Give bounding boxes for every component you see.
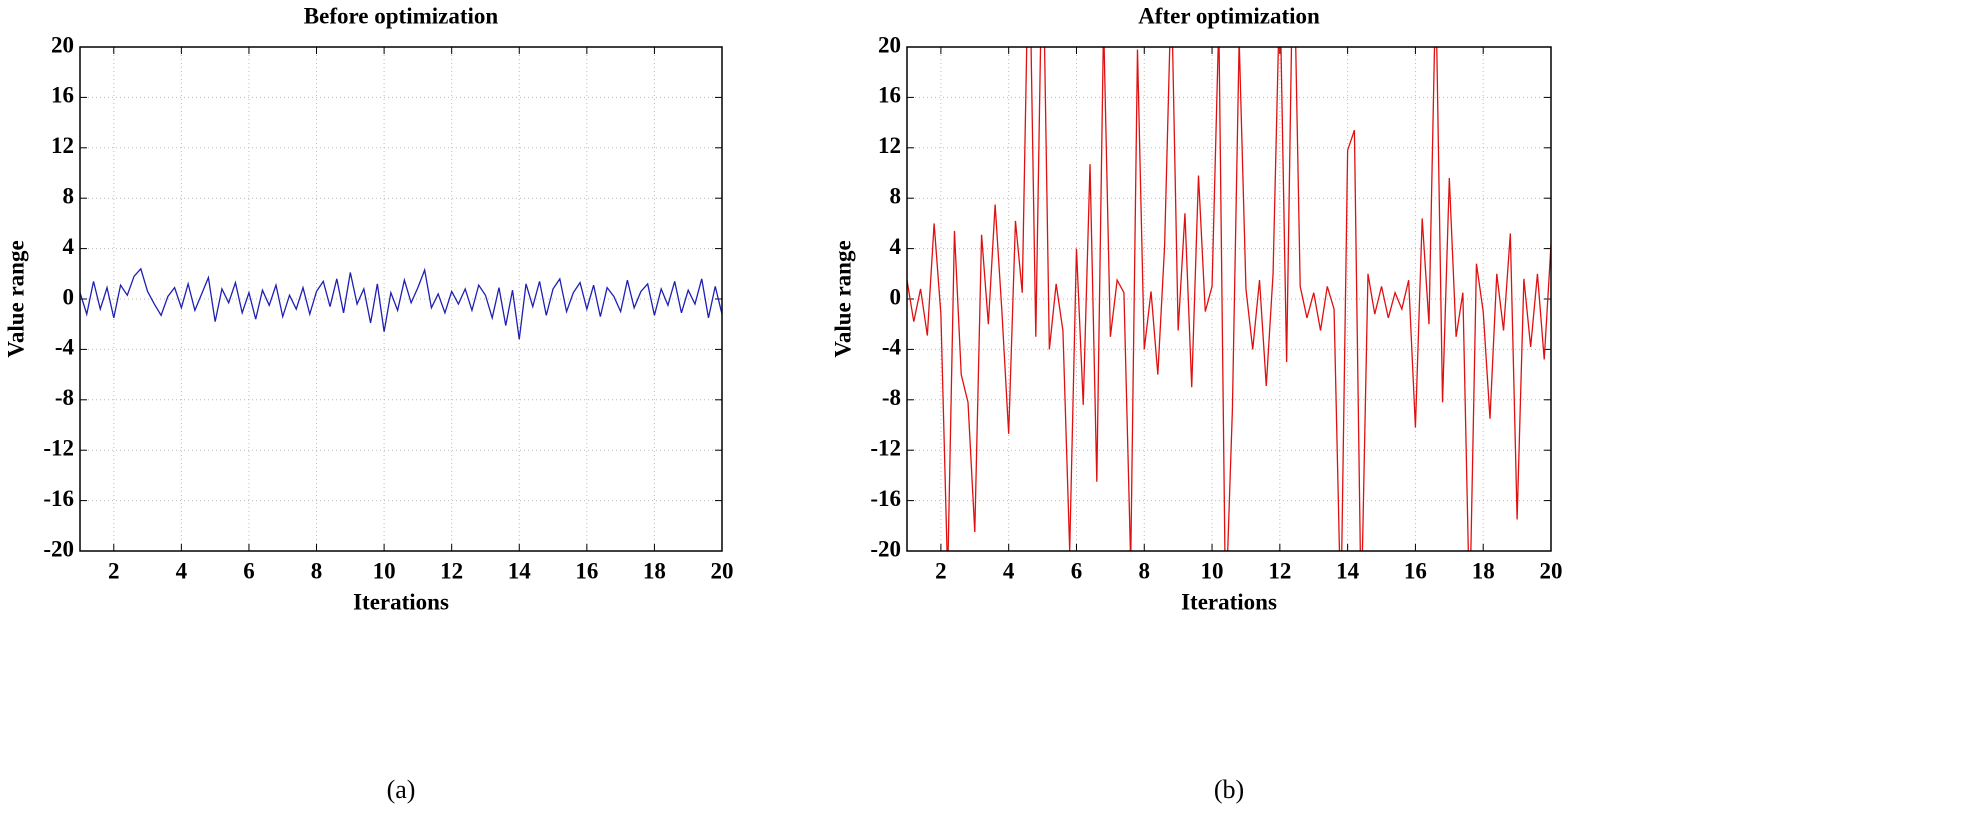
x-tick-label: 18 [643,558,666,583]
plot-frame [79,46,723,552]
x-tick-label: 8 [1139,558,1151,583]
y-tick-label: 12 [878,133,901,158]
data-line [80,267,722,340]
x-tick-label: 18 [1472,558,1495,583]
x-tick-label: 14 [1336,558,1360,583]
y-tick-label: -16 [43,486,74,511]
y-tick-label: -12 [870,435,901,460]
chart-title: After optimization [1138,3,1320,28]
y-tick-label: -4 [55,335,75,360]
x-tick-label: 16 [575,558,598,583]
y-axis-label: Value range [830,240,855,357]
x-tick-label: 20 [711,558,734,583]
x-tick-label: 2 [108,558,120,583]
x-tick-label: 6 [243,558,255,583]
x-tick-label: 4 [1003,558,1015,583]
x-tick-label: 6 [1071,558,1083,583]
x-tick-label: 12 [440,558,463,583]
x-tick-label: 16 [1404,558,1427,583]
y-tick-label: 16 [51,83,74,108]
y-tick-label: 12 [51,133,74,158]
x-tick-label: 4 [176,558,188,583]
x-tick-label: 10 [373,558,396,583]
y-tick-label: -4 [882,335,902,360]
x-tick-label: 8 [311,558,323,583]
y-tick-label: 8 [63,183,75,208]
x-tick-label: 20 [1540,558,1563,583]
chart-title: Before optimization [304,3,499,28]
y-tick-label: -8 [55,385,74,410]
y-tick-label: 16 [878,83,901,108]
y-tick-label: 0 [890,284,902,309]
y-tick-label: 20 [51,32,74,57]
y-tick-label: 4 [890,234,902,259]
caption: (b) [1214,775,1244,804]
x-axis-label: Iterations [1181,589,1277,614]
y-tick-label: 0 [63,284,75,309]
x-tick-label: 12 [1268,558,1291,583]
y-tick-label: -20 [870,536,901,561]
x-axis-label: Iterations [353,589,449,614]
data-line [907,47,1551,551]
y-tick-label: 20 [878,32,901,57]
y-axis-label: Value range [3,240,28,357]
x-tick-label: 2 [935,558,947,583]
plot-frame [906,46,1552,552]
y-tick-label: -12 [43,435,74,460]
y-tick-label: -16 [870,486,901,511]
x-tick-label: 10 [1201,558,1224,583]
y-tick-label: -8 [882,385,901,410]
y-tick-label: 8 [890,183,902,208]
y-tick-label: -20 [43,536,74,561]
caption: (a) [387,775,416,804]
x-tick-label: 14 [508,558,532,583]
y-tick-label: 4 [63,234,75,259]
